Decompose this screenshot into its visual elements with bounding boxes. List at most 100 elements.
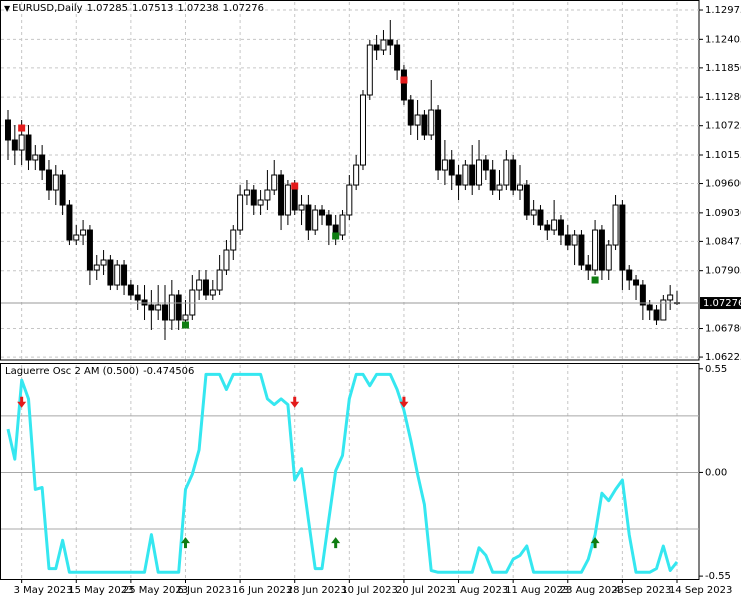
last-close: 1.07276 bbox=[222, 3, 265, 14]
candle-body bbox=[305, 204, 312, 231]
candle-body bbox=[400, 69, 407, 101]
x-tick-label: 25 May 2023 bbox=[123, 585, 188, 596]
candle-body bbox=[564, 234, 571, 246]
candle-body bbox=[571, 234, 578, 246]
oscillator-last-value: -0.474506 bbox=[143, 366, 195, 377]
candle-body bbox=[359, 94, 366, 166]
candle-body bbox=[73, 234, 80, 241]
current-price-box bbox=[700, 297, 741, 310]
oscillator-line bbox=[6, 372, 679, 574]
y-tick-label: 1.10725 bbox=[705, 121, 741, 132]
candle-body bbox=[202, 279, 209, 296]
candle-body bbox=[25, 134, 32, 161]
candle-body bbox=[387, 39, 394, 46]
x-tick-label: 1 Aug 2023 bbox=[451, 585, 509, 596]
candle-body bbox=[660, 299, 667, 321]
candle-body bbox=[612, 204, 619, 246]
candle-body bbox=[189, 289, 196, 316]
candle-body bbox=[284, 184, 291, 216]
candle-body bbox=[155, 304, 162, 311]
candle-body bbox=[407, 99, 414, 126]
candle-body bbox=[148, 304, 155, 311]
candle-body bbox=[516, 184, 523, 191]
candle-body bbox=[455, 174, 462, 186]
x-tick-label: 20 Jul 2023 bbox=[396, 585, 453, 596]
candle-body bbox=[237, 194, 244, 231]
buy-arrow bbox=[590, 537, 600, 549]
candle-body bbox=[435, 109, 442, 171]
candle-body bbox=[45, 169, 52, 191]
candle-body bbox=[209, 289, 216, 296]
candle-body bbox=[578, 234, 585, 266]
candle-body bbox=[325, 214, 332, 226]
y-tick-label: 1.08475 bbox=[705, 236, 741, 247]
candle-body bbox=[264, 189, 271, 201]
sell-arrow bbox=[399, 396, 409, 408]
sell-arrow bbox=[290, 396, 300, 408]
x-tick-label: 16 Jun 2023 bbox=[232, 585, 292, 596]
candle-body bbox=[80, 229, 87, 236]
candle-body bbox=[250, 189, 257, 206]
candle-body bbox=[5, 119, 11, 141]
y-tick-label: -0.55 bbox=[705, 571, 731, 582]
candle-body bbox=[175, 294, 182, 321]
sell-signal bbox=[18, 124, 26, 132]
x-tick-label: 3 May 2023 bbox=[14, 585, 73, 596]
candle-body bbox=[469, 164, 476, 186]
candle-body bbox=[489, 169, 496, 191]
x-tick-label: 23 Aug 2023 bbox=[560, 585, 624, 596]
buy-signal bbox=[332, 232, 340, 240]
candle-body bbox=[346, 184, 353, 216]
candle-body bbox=[373, 44, 380, 51]
candle-body bbox=[141, 299, 148, 306]
y-tick-label: 1.11850 bbox=[705, 63, 741, 74]
candle-body bbox=[93, 264, 100, 271]
candle-body bbox=[585, 264, 592, 271]
candle-body bbox=[530, 209, 537, 216]
candle-body bbox=[86, 229, 93, 271]
candle-body bbox=[39, 154, 46, 171]
x-tick-label: 11 Aug 2023 bbox=[505, 585, 569, 596]
y-tick-label: 1.12975 bbox=[705, 5, 741, 16]
buy-arrow bbox=[331, 537, 341, 549]
candle-body bbox=[598, 229, 605, 271]
candle-body bbox=[319, 209, 326, 216]
dropdown-icon: ▼ bbox=[4, 4, 11, 13]
last-high: 1.07513 bbox=[131, 3, 174, 14]
candle-body bbox=[441, 159, 448, 171]
oscillator-title: Laguerre Osc 2 AM (0.500) bbox=[5, 366, 140, 377]
candle-body bbox=[162, 304, 169, 321]
last-open: 1.07285 bbox=[86, 3, 128, 14]
y-tick-label: 1.12405 bbox=[705, 34, 741, 45]
candle-body bbox=[448, 159, 455, 176]
candle-body bbox=[503, 159, 510, 186]
x-tick-label: 10 Jul 2023 bbox=[341, 585, 398, 596]
candle-body bbox=[32, 154, 39, 161]
candle-body bbox=[537, 209, 544, 226]
candle-body bbox=[462, 164, 469, 186]
candle-body bbox=[196, 279, 203, 291]
candle-body bbox=[339, 214, 346, 236]
last-low: 1.07238 bbox=[177, 3, 219, 14]
candle-body bbox=[18, 134, 25, 151]
x-tick-label: 28 Jun 2023 bbox=[287, 585, 347, 596]
candle-body bbox=[168, 294, 175, 321]
candle-body bbox=[11, 139, 18, 151]
candle-body bbox=[278, 174, 285, 216]
candle-body bbox=[653, 309, 660, 321]
buy-signal bbox=[181, 321, 189, 329]
candle-body bbox=[667, 294, 674, 301]
candle-body bbox=[639, 284, 646, 306]
candle-body bbox=[646, 304, 653, 311]
candle-body bbox=[66, 204, 73, 241]
candle-body bbox=[626, 269, 633, 281]
sell-arrow bbox=[17, 396, 27, 408]
candle-body bbox=[421, 114, 428, 136]
y-tick-label: 1.10155 bbox=[705, 150, 741, 161]
candle-body bbox=[230, 229, 237, 251]
y-tick-label: 0.55 bbox=[705, 364, 727, 375]
oscillator-header: Laguerre Osc 2 AM (0.500) -0.474506 bbox=[5, 366, 198, 377]
candle-body bbox=[523, 184, 530, 216]
